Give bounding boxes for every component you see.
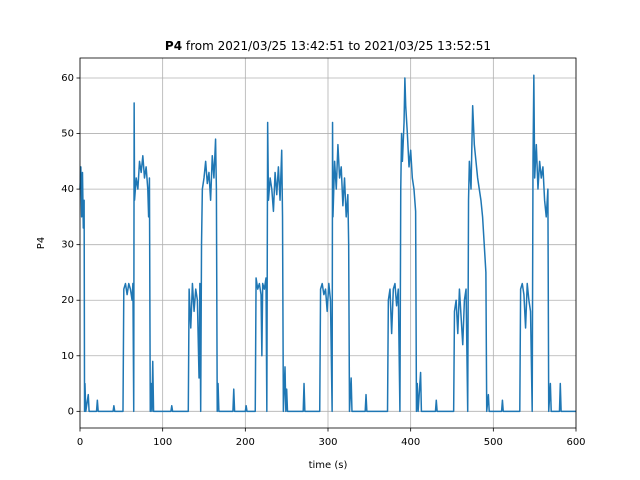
x-tick-label: 100 <box>153 437 172 448</box>
y-tick-label: 60 <box>61 73 74 84</box>
x-tick-label: 300 <box>318 437 337 448</box>
title-bold: P4 <box>165 39 182 53</box>
title-rest: from 2021/03/25 13:42:51 to 2021/03/25 1… <box>186 39 491 53</box>
x-tick-label: 600 <box>566 437 585 448</box>
x-tick-label: 500 <box>484 437 503 448</box>
y-tick-label: 40 <box>61 184 74 195</box>
x-tick-label: 400 <box>401 437 420 448</box>
x-axis-label: time (s) <box>309 460 348 471</box>
y-tick-label: 10 <box>61 351 74 362</box>
y-tick-label: 0 <box>68 406 74 417</box>
x-tick-label: 0 <box>77 437 83 448</box>
data-line <box>79 74 576 413</box>
y-tick-label: 30 <box>61 240 74 251</box>
x-tick-label: 200 <box>236 437 255 448</box>
y-tick-label: 20 <box>61 295 74 306</box>
y-tick-label: 50 <box>61 129 74 140</box>
chart-title: P4 from 2021/03/25 13:42:51 to 2021/03/2… <box>165 39 491 53</box>
y-axis-label: P4 <box>36 237 47 249</box>
